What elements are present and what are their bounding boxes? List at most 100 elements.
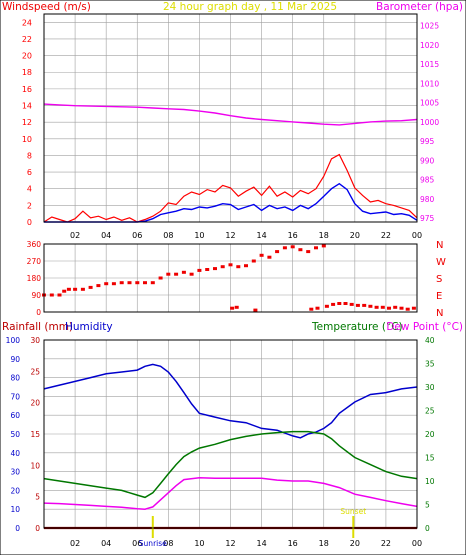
x-tick-label: 00: [412, 539, 422, 548]
humidity-line: [43, 363, 418, 439]
direction-point: [73, 287, 78, 291]
x-tick-label: 18: [319, 231, 329, 240]
direction-point: [158, 276, 163, 280]
rainfall-tick-label: 0: [35, 524, 40, 533]
direction-point: [62, 289, 67, 293]
wind_gust-line: [43, 153, 418, 223]
humidity-tick-label: 30: [10, 468, 20, 477]
windspeed-tick-label: 8: [27, 151, 32, 160]
temperature-axis-ticks: 0 5 10 15 20 25 30 35 40: [425, 336, 435, 533]
direction-point: [96, 284, 101, 288]
direction-point: [362, 303, 367, 307]
direction-point: [230, 306, 235, 310]
temperature-tick-label: 30: [425, 383, 435, 392]
direction-point: [143, 281, 147, 285]
rainfall-label: Rainfall (mm): [2, 321, 73, 333]
barometer-tick-label: 1010: [420, 79, 439, 88]
barometer-tick-label: 1005: [420, 99, 439, 108]
direction-point: [127, 281, 132, 285]
direction-point: [166, 272, 171, 276]
windspeed-tick-label: 14: [22, 102, 32, 111]
wind-panel-frame: [43, 13, 418, 223]
direction-point: [236, 265, 241, 269]
direction-point: [251, 259, 256, 263]
humidity-tick-label: 60: [10, 411, 20, 420]
direction-panel-frame: [43, 243, 418, 313]
temperature-line: [43, 430, 418, 499]
direction-point: [309, 307, 314, 311]
direction-point: [275, 250, 280, 254]
wind_avg-line: [44, 182, 418, 223]
direction-point: [220, 265, 225, 269]
direction-tick-label: 180: [27, 274, 42, 283]
direction-point: [315, 306, 320, 310]
rainfall-tick-label: 20: [30, 399, 40, 408]
rainfall-tick-label: 10: [30, 461, 40, 470]
direction-point: [111, 282, 116, 286]
direction-tick-label: 270: [27, 257, 42, 266]
direction-point: [314, 246, 318, 250]
direction-point: [399, 306, 404, 310]
direction-point: [321, 244, 326, 248]
direction-point: [66, 287, 71, 291]
direction-point: [49, 293, 54, 297]
compass-label: S: [436, 274, 442, 285]
rainfall-tick-label: 5: [35, 493, 40, 502]
sun-marker-label: Sunrise: [139, 539, 167, 548]
barometer-tick-label: 975: [420, 214, 435, 223]
x-tick-label: 08: [163, 539, 173, 548]
humidity-tick-label: 70: [10, 392, 20, 401]
barometer-tick-label: 1020: [420, 41, 439, 50]
x-tick-label: 08: [163, 231, 173, 240]
direction-point: [88, 285, 93, 289]
x-tick-label: 16: [288, 231, 298, 240]
windspeed-tick-label: 4: [27, 185, 32, 194]
direction-point: [343, 302, 348, 305]
weather-panel-frame: [43, 339, 418, 529]
sun-annotations: Sunrise Sunset: [139, 507, 366, 548]
direction-point: [290, 245, 295, 249]
barometer-tick-label: 990: [420, 156, 435, 165]
direction-point: [234, 305, 239, 309]
direction-panel-series: [42, 244, 416, 312]
chart-title: 24 hour graph day , 11 Mar 2025: [163, 1, 337, 13]
direction-point: [244, 264, 248, 268]
x-tick-label: 16: [288, 539, 298, 548]
x-tick-label: 20: [350, 231, 360, 240]
rainfall-tick-label: 15: [30, 430, 40, 439]
direction-point: [135, 281, 140, 285]
direction-tick-label: 360: [27, 240, 42, 249]
temperature-tick-label: 0: [425, 524, 430, 533]
windspeed-tick-label: 0: [27, 218, 32, 227]
compass-label: N: [436, 308, 443, 319]
direction-point: [355, 303, 360, 307]
temperature-tick-label: 40: [425, 336, 435, 345]
windspeed-tick-label: 10: [22, 135, 32, 144]
windspeed-tick-label: 20: [22, 52, 32, 61]
direction-point: [298, 248, 303, 252]
humidity-tick-label: 10: [10, 505, 20, 514]
x-tick-label: 14: [256, 231, 266, 240]
direction-point: [174, 272, 179, 276]
dew_point-line: [43, 476, 418, 510]
x-tick-label: 10: [194, 539, 204, 548]
direction-tick-label: 0: [36, 308, 41, 317]
x-tick-label: 20: [350, 539, 360, 548]
windspeed-tick-label: 24: [22, 18, 32, 27]
humidity-axis-ticks: 0 10 20 30 40 50 60 70 80 90 100: [6, 336, 21, 533]
humidity-tick-label: 80: [10, 374, 20, 383]
barometer-tick-label: 1025: [420, 22, 439, 31]
direction-point: [306, 250, 311, 254]
windspeed-label: Windspeed (m/s): [2, 1, 91, 13]
wind-panel-series: [43, 103, 418, 223]
humidity-tick-label: 100: [6, 336, 21, 345]
windspeed-tick-label: 22: [22, 35, 32, 44]
humidity-label: Humidity: [65, 321, 113, 333]
windspeed-tick-label: 18: [22, 68, 32, 77]
barometer-tick-label: 995: [420, 137, 435, 146]
temperature-tick-label: 35: [425, 360, 435, 369]
rainfall-tick-label: 30: [30, 336, 40, 345]
